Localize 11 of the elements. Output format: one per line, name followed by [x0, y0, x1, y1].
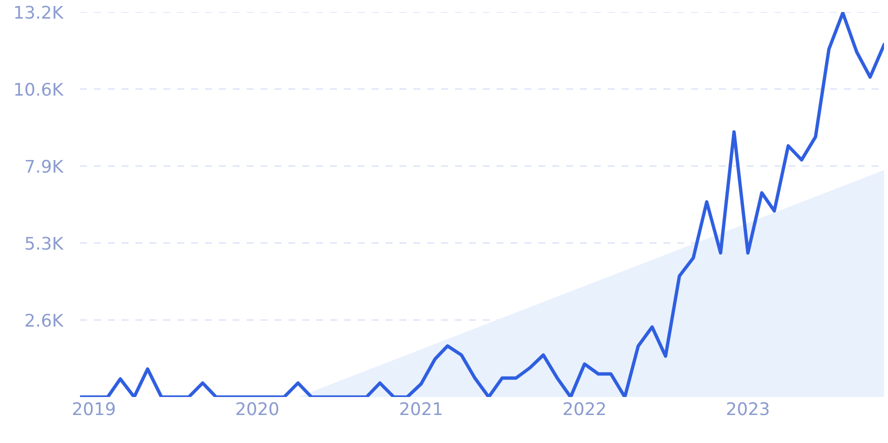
x-tick-label: 2021 [400, 402, 442, 416]
x-tick-label: 2019 [73, 402, 115, 416]
y-tick-label: 7.9K [26, 160, 64, 173]
x-tick-label: 2020 [236, 402, 278, 416]
x-tick-label: 2022 [564, 402, 605, 416]
line-series [80, 12, 884, 397]
x-tick-label: 2023 [727, 402, 769, 416]
y-tick-label: 5.3K [26, 236, 64, 250]
y-tick-label: 2.6K [26, 314, 64, 327]
y-tick-label: 10.6K [15, 82, 64, 96]
y-tick-label: 13.2K [15, 6, 64, 19]
